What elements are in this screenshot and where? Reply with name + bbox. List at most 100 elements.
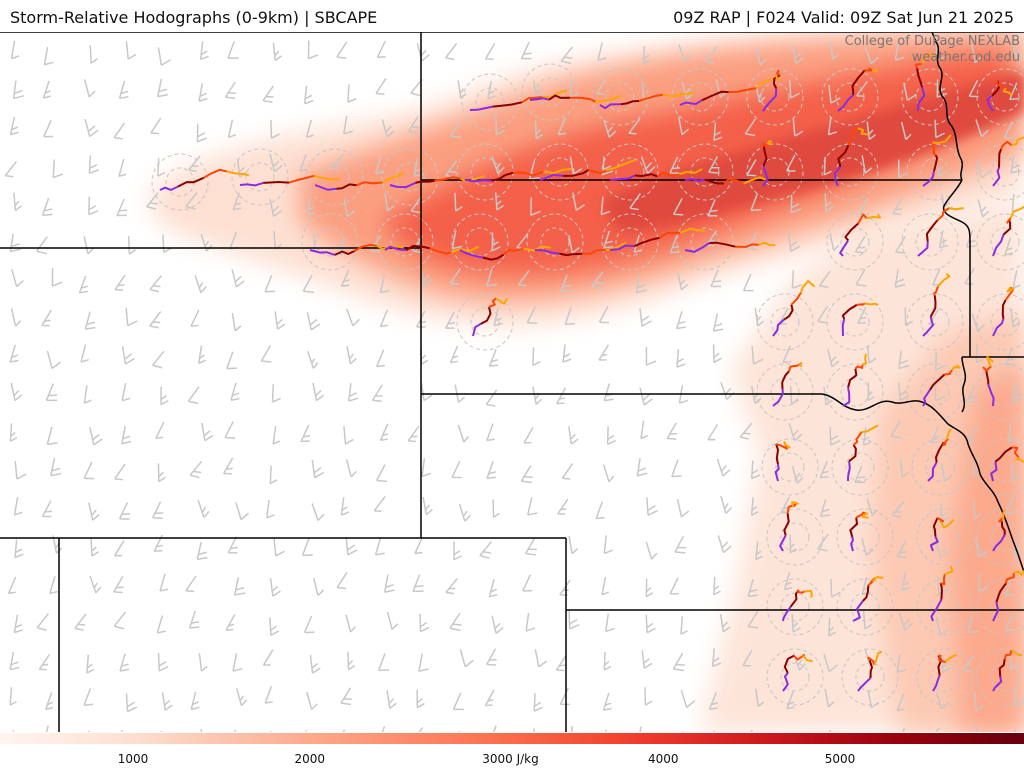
hodograph-ring — [976, 143, 1024, 201]
hodograph-ring — [591, 68, 649, 126]
wind-barb — [967, 615, 979, 634]
hodograph-segment — [873, 650, 883, 666]
hodograph-ring — [676, 213, 734, 271]
wind-barb — [376, 464, 388, 483]
wind-barb — [635, 274, 648, 294]
wind-barb — [739, 422, 753, 440]
hodograph-segment — [766, 140, 773, 146]
wind-barb — [121, 382, 131, 402]
hodograph — [847, 424, 879, 482]
wind-barb — [645, 578, 654, 598]
hodograph — [992, 570, 1024, 622]
wind-barb — [269, 617, 280, 637]
wind-barb — [188, 610, 200, 629]
wind-barb — [125, 307, 138, 327]
hodograph-segment — [263, 181, 290, 184]
hodograph — [857, 650, 883, 692]
wind-barb — [222, 457, 234, 475]
cape-region-plume-core — [600, 72, 1024, 232]
hodograph-segment — [852, 600, 864, 622]
wind-barb — [827, 116, 838, 136]
hodograph-segment — [743, 176, 767, 185]
wind-barb — [524, 537, 537, 556]
wind-barb — [265, 499, 275, 519]
wind-barb — [900, 121, 912, 141]
wind-barb — [672, 198, 684, 216]
hodograph-segment — [944, 369, 953, 376]
wind-barb — [340, 269, 350, 287]
wind-barb — [13, 614, 24, 634]
hodograph-ring — [766, 508, 824, 566]
wind-barb — [408, 115, 420, 134]
hodograph-segment — [582, 249, 606, 255]
hodograph-segment — [994, 446, 1013, 463]
wind-barb — [336, 572, 348, 590]
hodograph-ring — [916, 648, 974, 706]
hodograph-segment — [491, 171, 514, 182]
hodograph-ring — [770, 307, 800, 337]
wind-barb — [639, 387, 653, 406]
wind-barb — [52, 159, 64, 179]
wind-barb — [113, 540, 125, 557]
wind-barb — [225, 614, 236, 632]
hodograph-segment — [704, 178, 725, 185]
wind-barb — [88, 730, 99, 732]
wind-barb — [520, 41, 532, 60]
hodograph — [922, 272, 951, 337]
wind-barb — [528, 161, 540, 180]
wind-barb — [571, 725, 580, 732]
wind-barb — [568, 535, 579, 555]
hodograph-segment — [945, 428, 952, 440]
hodograph-segment — [469, 105, 493, 111]
wind-barb — [862, 611, 872, 630]
wind-barb — [146, 192, 159, 210]
hodograph-segment — [922, 389, 931, 407]
hodograph-segment — [1006, 217, 1012, 224]
wind-barb — [750, 497, 759, 516]
hodograph-ring — [470, 307, 500, 337]
wind-barb — [160, 386, 169, 406]
hodograph-segment — [995, 80, 1007, 90]
hodograph-segment — [684, 242, 710, 253]
hodograph-segment — [570, 96, 596, 103]
hodograph-segment — [459, 249, 484, 259]
wind-barb — [708, 156, 720, 174]
wind-barb — [746, 159, 757, 177]
hodograph-ring — [840, 377, 870, 407]
hodograph-ring — [746, 143, 804, 201]
wind-barb — [484, 43, 496, 60]
hodograph-segment — [862, 353, 868, 366]
hodograph-segment — [871, 69, 879, 73]
hodograph-ring — [840, 227, 870, 257]
hodograph-ring — [915, 82, 945, 112]
wind-barb — [457, 80, 467, 99]
hodograph-segment — [932, 517, 939, 537]
wind-barb — [1012, 270, 1021, 289]
wind-barb — [820, 498, 831, 518]
wind-barb — [381, 119, 395, 138]
wind-barb — [645, 541, 658, 560]
hodograph-segment — [948, 207, 964, 211]
hodograph-ring — [301, 213, 359, 271]
hodograph-segment — [460, 174, 485, 183]
wind-barb — [374, 537, 385, 556]
hodograph-segment — [336, 183, 357, 190]
wind-barb — [452, 692, 464, 711]
hodograph-segment — [939, 582, 943, 600]
wind-barb — [603, 230, 614, 249]
hodograph-segment — [762, 165, 769, 187]
hodograph-segment — [762, 143, 768, 167]
wind-barb — [89, 427, 103, 446]
wind-barb — [113, 122, 126, 140]
hodograph-ring — [456, 293, 514, 351]
hodograph-ring — [850, 522, 880, 552]
hodograph-segment — [849, 517, 858, 538]
wind-barb — [671, 459, 682, 478]
hodograph-segment — [938, 654, 947, 664]
wind-barb — [603, 652, 612, 671]
wind-barb — [235, 502, 250, 521]
wind-barb — [1004, 237, 1013, 256]
hodograph-segment — [634, 236, 660, 248]
wind-barb — [489, 725, 499, 732]
wind-barb — [676, 311, 686, 330]
